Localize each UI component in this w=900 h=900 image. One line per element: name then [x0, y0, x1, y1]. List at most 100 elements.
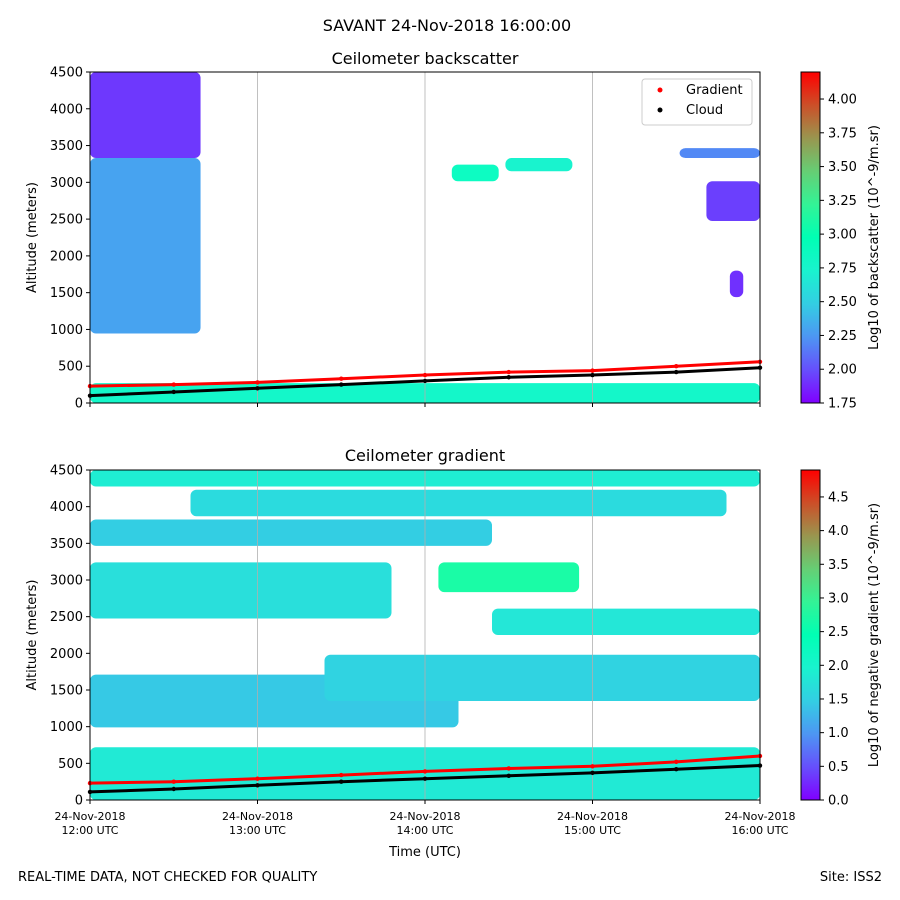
colorbar-tick-label: 1.0	[828, 726, 849, 741]
colorbar-tick-label: 2.5	[828, 625, 849, 640]
x-tick-label: 12:00 UTC	[61, 824, 118, 837]
data-point-gradient	[422, 769, 428, 774]
legend-marker	[657, 87, 663, 93]
data-point-gradient	[255, 776, 260, 781]
y-tick-label: 4000	[50, 102, 83, 117]
x-tick-label: 24-Nov-2018	[54, 810, 125, 823]
y-tick-label: 3000	[50, 176, 83, 191]
data-point-cloud	[171, 389, 176, 395]
x-tick-label: 16:00 UTC	[731, 824, 788, 837]
x-axis-label: Time (UTC)	[388, 845, 461, 860]
colorbar-tick-label: 2.25	[828, 329, 857, 344]
legend: Gradient Cloud	[641, 78, 753, 126]
colorbar-tick-label: 2.50	[828, 295, 857, 310]
y-tick-label: 4500	[50, 464, 83, 479]
y-tick-label: 4000	[50, 500, 83, 515]
site-label: Site: ISS2	[819, 870, 882, 885]
colorbar-tick-label: 1.5	[828, 692, 849, 707]
data-point-gradient	[171, 779, 176, 784]
colorbar-tick-label: 2.75	[828, 261, 857, 276]
heatmap-region	[324, 654, 760, 701]
legend-box	[641, 78, 753, 126]
heatmap-region	[492, 608, 760, 635]
data-point-cloud	[506, 773, 511, 778]
quality-disclaimer: REAL-TIME DATA, NOT CHECKED FOR QUALITY	[18, 870, 318, 885]
data-point-gradient	[171, 382, 176, 387]
y-tick-label: 1000	[50, 720, 83, 735]
x-tick-label: 24-Nov-2018	[724, 810, 795, 823]
data-point-gradient	[590, 764, 595, 769]
y-tick-label: 2500	[50, 213, 83, 228]
data-point-cloud	[674, 369, 679, 375]
data-point-gradient	[590, 368, 595, 373]
backscatter-panel: Ceilometer backscatter 0 500 1000 1500 2000 25…	[25, 49, 882, 412]
y-tick-label: 3500	[50, 537, 83, 552]
heatmap-region	[90, 158, 201, 334]
y-tick-label: 4500	[50, 66, 83, 81]
y-tick-label: 2500	[50, 610, 83, 625]
gradient-panel: Ceilometer gradient 0 500 1000 1500 2000 2500 3…	[25, 446, 882, 860]
figure-title: SAVANT 24-Nov-2018 16:00:00	[323, 16, 571, 35]
y-tick-label: 2000	[50, 647, 83, 662]
heatmap-region	[90, 562, 392, 619]
x-tick-label: 24-Nov-2018	[557, 810, 628, 823]
heatmap-region	[451, 164, 499, 182]
data-point-gradient	[506, 369, 511, 375]
colorbar-tick-label: 4.5	[828, 490, 849, 505]
colorbar-tick-label: 4.00	[828, 93, 857, 108]
y-tick-label: 1500	[50, 286, 83, 301]
colorbar	[800, 469, 821, 801]
data-point-gradient	[674, 364, 679, 369]
y-tick-label: 0	[75, 794, 83, 809]
x-tick-label: 24-Nov-2018	[222, 810, 293, 823]
data-point-cloud	[506, 375, 511, 380]
heatmap-region	[706, 181, 760, 221]
data-point-gradient	[339, 376, 344, 381]
panel-title: Ceilometer backscatter	[332, 49, 519, 68]
y-axis-label: Altitude (meters)	[25, 580, 40, 691]
y-tick-label: 500	[58, 360, 83, 375]
data-point-cloud	[255, 783, 260, 788]
data-point-cloud	[422, 776, 428, 781]
data-point-cloud	[674, 767, 679, 772]
x-tick-label: 24-Nov-2018	[389, 810, 460, 823]
heatmap-region	[190, 489, 727, 517]
colorbar	[800, 71, 821, 404]
colorbar-label: Log10 of backscatter (10^-9/m.sr)	[867, 125, 882, 350]
x-tick-label: 15:00 UTC	[564, 824, 621, 837]
y-tick-label: 3000	[50, 574, 83, 589]
colorbar-tick-label: 3.0	[828, 591, 849, 606]
colorbar-tick-label: 4.0	[828, 524, 849, 539]
data-point-cloud	[171, 786, 176, 792]
heatmap-region	[90, 72, 201, 159]
panel-title: Ceilometer gradient	[345, 446, 505, 465]
y-tick-label: 1500	[50, 684, 83, 699]
data-point-gradient	[506, 766, 511, 771]
x-tick-label: 14:00 UTC	[396, 824, 453, 837]
data-point-cloud	[339, 382, 344, 387]
y-axis-label: Altitude (meters)	[25, 182, 40, 293]
colorbar-tick-label: 2.00	[828, 363, 857, 378]
heatmap-region	[729, 270, 744, 298]
y-tick-label: 3500	[50, 139, 83, 154]
data-point-gradient	[422, 372, 428, 378]
y-tick-label: 1000	[50, 323, 83, 338]
data-point-cloud	[339, 779, 344, 784]
data-point-cloud	[590, 770, 595, 776]
heatmap-region	[679, 148, 760, 159]
data-point-gradient	[339, 772, 344, 778]
data-point-gradient	[255, 380, 260, 385]
colorbar-tick-label: 0.0	[828, 794, 849, 809]
data-point-cloud	[255, 386, 260, 391]
legend-marker	[657, 107, 663, 113]
heatmap-region	[438, 562, 580, 593]
y-tick-label: 0	[75, 397, 83, 412]
colorbar-tick-label: 3.00	[828, 228, 857, 243]
y-tick-label: 2000	[50, 249, 83, 264]
data-point-cloud	[590, 372, 595, 378]
colorbar-tick-label: 3.75	[828, 126, 857, 141]
x-tick-label: 13:00 UTC	[229, 824, 286, 837]
legend-label: Cloud	[686, 103, 723, 118]
data-point-cloud	[422, 378, 428, 384]
